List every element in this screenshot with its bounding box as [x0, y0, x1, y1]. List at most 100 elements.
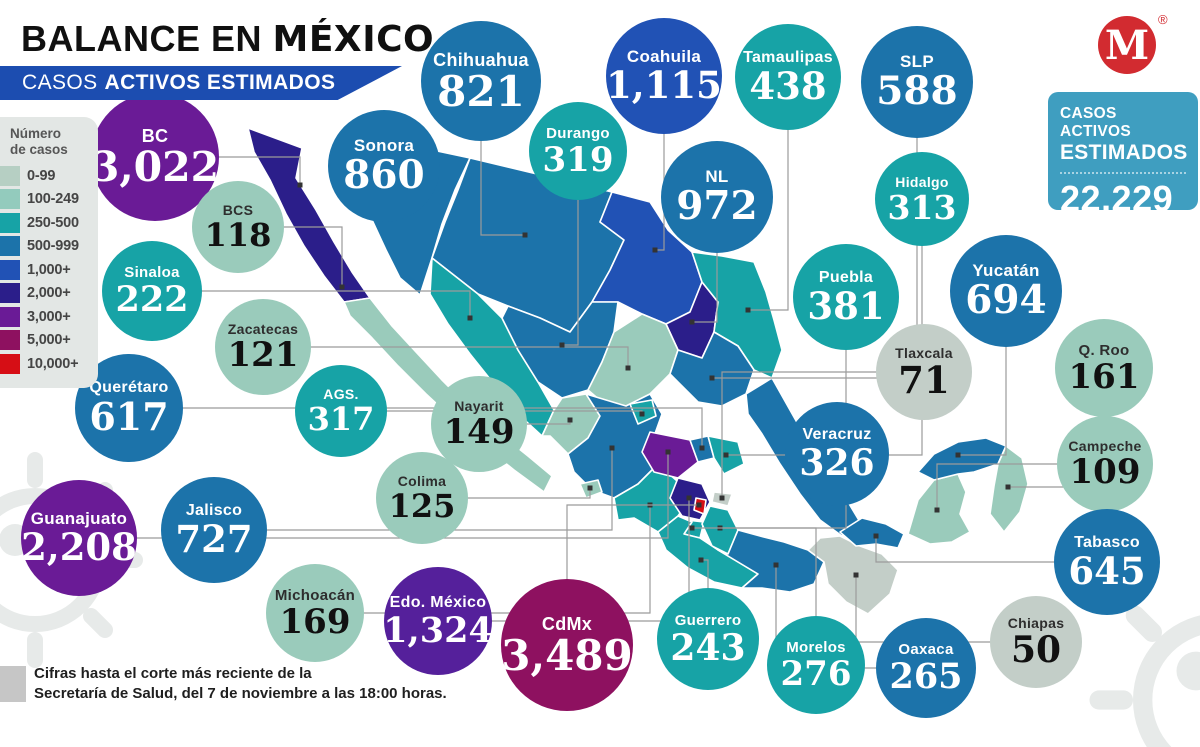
state-bubble-oaxaca: Oaxaca 265 [876, 618, 976, 718]
map-anchor-dot [709, 375, 715, 381]
footnote-line2: Secretaría de Salud, del 7 de noviembre … [34, 685, 447, 703]
state-value: 727 [175, 516, 253, 561]
map-anchor-dot [934, 507, 940, 513]
state-value: 694 [965, 277, 1047, 324]
leader-line [152, 290, 471, 318]
state-value: 161 [1068, 356, 1140, 397]
leader-line [263, 346, 629, 368]
state-value: 313 [887, 187, 957, 227]
map-anchor-dot [625, 365, 631, 371]
state-value: 276 [780, 653, 852, 694]
legend-label: 5,000+ [27, 332, 71, 349]
state-value: 381 [807, 283, 885, 328]
map-anchor-dot [689, 525, 695, 531]
state-bubble-tabasco: Tabasco 645 [1054, 509, 1160, 615]
map-anchor-dot [567, 417, 573, 423]
legend-label: 250-500 [27, 214, 79, 231]
legend-swatch [0, 306, 20, 327]
state-bubble-durango: Durango 319 [529, 102, 627, 200]
leader-line [79, 452, 669, 539]
state-value: 109 [1069, 452, 1141, 493]
state-value: 317 [307, 400, 375, 439]
state-name: Zacatecas [227, 321, 299, 338]
leader-line [748, 77, 789, 311]
state-value: 1,115 [606, 63, 722, 108]
legend-item: 2,000+ [0, 282, 98, 306]
state-name: Veracruz [802, 426, 872, 444]
state-bubble-guanajuato: Guanajuato 2,208 [21, 480, 137, 596]
map-anchor-dot [698, 557, 704, 563]
state-name: Tamaulipas [743, 48, 833, 66]
map-anchor-dot [723, 452, 729, 458]
state-name: Oaxaca [898, 641, 954, 659]
state-value: 617 [89, 394, 169, 440]
state-bubble-cdmx: CdMx 3,489 [501, 579, 633, 711]
state-name: Jalisco [185, 501, 243, 519]
state-bubble-sinaloa: Sinaloa 222 [102, 241, 202, 341]
total-box-line1: CASOS ACTIVOS [1060, 105, 1131, 140]
map-anchor-dot [467, 315, 473, 321]
state-bubble-bc: BC 3,022 [91, 93, 219, 221]
legend-swatch [0, 189, 20, 210]
legend-item: 100-249 [0, 188, 98, 212]
state-name: CdMx [541, 613, 593, 634]
state-name: Sonora [353, 136, 415, 156]
state-bubble-puebla: Puebla 381 [793, 244, 899, 350]
title-bold: MÉXICO [272, 19, 435, 60]
state-bubble-morelos: Morelos 276 [767, 616, 865, 714]
legend-swatch [0, 283, 20, 304]
state-bubble-chiapas: Chiapas 50 [990, 596, 1082, 688]
legend-swatch [0, 330, 20, 351]
state-bubble-chihuahua: Chihuahua 821 [421, 21, 541, 141]
legend-item: 3,000+ [0, 305, 98, 329]
map-state-oaxaca [717, 529, 825, 593]
map-anchor-dot [689, 319, 695, 325]
state-bubble-jalisco: Jalisco 727 [161, 477, 267, 583]
state-value: 588 [876, 68, 958, 115]
legend-item: 500-999 [0, 235, 98, 259]
state-name: AGS. [323, 386, 359, 403]
state-name: BC [141, 126, 169, 147]
legend-label: 10,000+ [27, 355, 79, 372]
state-value: 118 [204, 216, 272, 255]
map-anchor-dot [665, 449, 671, 455]
map-anchor-dot [955, 452, 961, 458]
footnote-line1: Cifras hasta el corte más reciente de la [34, 665, 312, 682]
state-bubble-bcs: BCS 118 [192, 181, 284, 273]
legend-label: 500-999 [27, 238, 79, 255]
footnote-swatch [0, 666, 26, 702]
page-title: BALANCE EN MÉXICO [21, 18, 434, 60]
leader-line [721, 371, 924, 498]
state-name: Campeche [1068, 438, 1142, 455]
total-box-line2: ESTIMADOS [1060, 141, 1188, 164]
state-value: 972 [676, 183, 758, 230]
map-anchor-dot [297, 182, 303, 188]
state-name: Sinaloa [124, 264, 180, 282]
state-name: Coahuila [626, 47, 702, 67]
legend-item: 1,000+ [0, 258, 98, 282]
state-name: Chiapas [1007, 615, 1065, 632]
state-name: Guerrero [674, 611, 742, 629]
state-name: Colima [397, 473, 447, 490]
state-value: 149 [443, 412, 515, 453]
map-anchor-dot [773, 562, 779, 568]
state-bubble-ags-: AGS. 317 [295, 365, 387, 457]
state-bubble-hidalgo: Hidalgo 313 [875, 152, 969, 246]
state-value: 319 [542, 139, 614, 180]
legend-swatch [0, 212, 20, 233]
leader-line [214, 448, 613, 531]
legend: Número de casos 0-99 100-249 250-500 500-… [0, 117, 98, 388]
map-anchor-dot [559, 342, 565, 348]
legend-item: 10,000+ [0, 352, 98, 376]
leader-line [936, 463, 1105, 510]
state-value: 2,208 [21, 525, 137, 570]
banner-regular: CASOS [22, 71, 98, 94]
total-value: 22,229 [1060, 178, 1174, 219]
state-bubble-nayarit: Nayarit 149 [431, 376, 527, 472]
legend-item: 5,000+ [0, 329, 98, 353]
registered-mark: ® [1158, 12, 1168, 27]
total-box-separator [1060, 172, 1186, 174]
map-anchor-dot [686, 495, 692, 501]
state-name: Michoacán [274, 586, 356, 604]
map-anchor-dot [745, 307, 751, 313]
